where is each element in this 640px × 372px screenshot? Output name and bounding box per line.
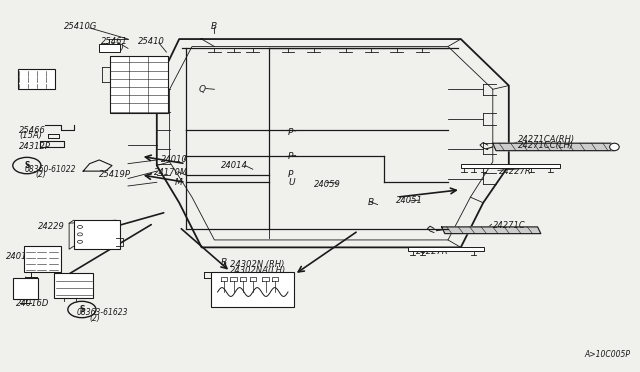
Text: B: B [368, 198, 374, 207]
Text: S: S [24, 161, 29, 170]
Text: 24010: 24010 [161, 155, 188, 164]
Text: 24051: 24051 [396, 196, 422, 205]
Text: A>10C005P: A>10C005P [584, 350, 630, 359]
Text: 24312P: 24312P [19, 142, 51, 151]
Text: 24227R: 24227R [416, 247, 449, 256]
Bar [99, 44, 120, 52]
Bar [408, 247, 484, 251]
Text: 25462: 25462 [19, 74, 46, 83]
Text: 24012: 24012 [6, 252, 33, 261]
Text: 25410: 25410 [138, 37, 164, 46]
Text: 24271C: 24271C [493, 221, 525, 230]
Text: U: U [288, 178, 294, 187]
Bar [110, 56, 168, 113]
Text: 25461: 25461 [101, 37, 128, 46]
Text: Q: Q [198, 85, 205, 94]
Text: B: B [221, 258, 227, 267]
Bar [24, 246, 61, 272]
Ellipse shape [610, 143, 619, 151]
Text: 24014: 24014 [221, 161, 248, 170]
Bar [211, 272, 294, 307]
Text: 25410G: 25410G [64, 22, 97, 31]
Text: 24271CA(RH): 24271CA(RH) [518, 135, 575, 144]
Polygon shape [442, 227, 541, 234]
Text: 24271CC(LH): 24271CC(LH) [518, 141, 575, 150]
Polygon shape [493, 143, 614, 151]
Text: (20A): (20A) [19, 79, 42, 88]
Bar [54, 273, 93, 298]
Text: P: P [288, 128, 293, 137]
Text: (10A): (10A) [101, 43, 124, 52]
Text: 08363-61623: 08363-61623 [77, 308, 128, 317]
Text: (2): (2) [35, 170, 46, 179]
Bar [74, 220, 120, 249]
Text: (2): (2) [90, 314, 100, 323]
Text: (15A): (15A) [19, 131, 42, 140]
Text: P: P [288, 170, 293, 179]
Text: 24016D: 24016D [16, 299, 49, 308]
Text: 24227R: 24227R [499, 167, 532, 176]
Text: B: B [211, 22, 218, 31]
Text: 25419P: 25419P [99, 170, 131, 179]
Text: 24059: 24059 [314, 180, 340, 189]
Text: P: P [288, 152, 293, 161]
Text: 24229: 24229 [38, 222, 65, 231]
Bar [13, 278, 38, 299]
Bar [18, 69, 55, 89]
Bar [461, 164, 560, 168]
Text: 24170M: 24170M [154, 168, 188, 177]
Text: M: M [175, 178, 182, 187]
Text: S: S [79, 305, 84, 314]
Text: 08360-61022: 08360-61022 [24, 165, 76, 174]
Text: 25466: 25466 [19, 126, 46, 135]
Text: 24302N (RH): 24302N (RH) [230, 260, 285, 269]
Text: 24302NA(LH): 24302NA(LH) [230, 266, 287, 275]
